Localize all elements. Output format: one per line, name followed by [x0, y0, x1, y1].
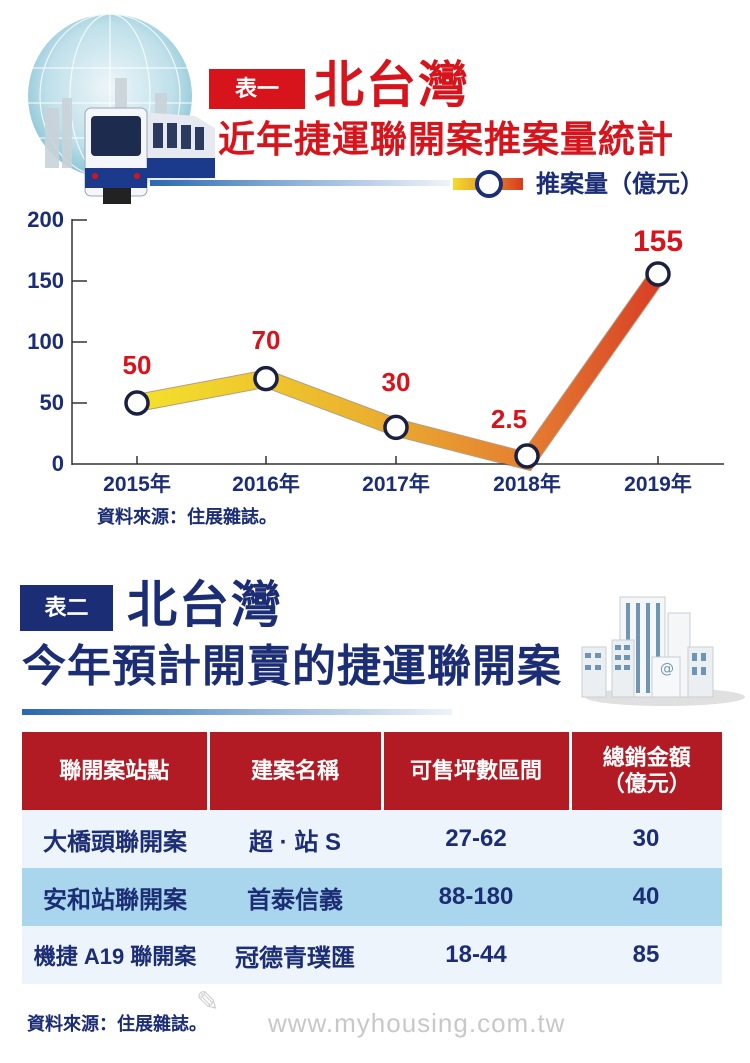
title-underline [150, 180, 450, 186]
plot-area [71, 219, 724, 472]
data-point-marker [253, 365, 279, 392]
data-point-marker [383, 414, 409, 441]
cell-amount: 30 [570, 810, 722, 868]
table2-title: 今年預計開賣的捷運聯開案 [22, 642, 562, 691]
cell-area: 27-62 [382, 810, 570, 868]
cell-amount: 40 [570, 868, 722, 926]
chart1-title: 近年捷運聯開案推案量統計 [218, 119, 674, 160]
y-tick-label: 200 [27, 207, 64, 232]
watermark-logo-icon: ✎ [196, 985, 220, 1018]
table-header-row: 聯開案站點 建案名稱 可售坪數區間 總銷金額 （億元） [22, 732, 722, 810]
table2-title-region: 北台灣 [127, 577, 283, 633]
metro-train-illustration [28, 13, 215, 204]
col-header-amount-line1: 總銷金額 [602, 745, 691, 770]
cell-area: 18-44 [382, 926, 570, 984]
svg-text:@: @ [660, 661, 674, 677]
cell-project: 超 · 站 S [208, 810, 382, 868]
cell-station: 機捷 A19 聯開案 [22, 926, 208, 984]
data-label: 50 [122, 350, 152, 380]
chart1-source-note: 資料來源：住展雜誌。 [97, 507, 277, 527]
data-label: 70 [251, 325, 281, 355]
x-tick-label: 2018年 [493, 473, 561, 496]
title-underline [22, 709, 452, 715]
projects-table: 聯開案站點 建案名稱 可售坪數區間 總銷金額 （億元） 大橋頭聯開案 超 · 站… [22, 732, 722, 984]
buildings-illustration: @ [581, 596, 745, 706]
cell-station: 大橋頭聯開案 [22, 810, 208, 868]
y-tick-label: 100 [27, 329, 64, 354]
data-point-marker [514, 443, 540, 469]
cell-project: 首泰信義 [208, 868, 382, 926]
col-header-amount: 總銷金額 （億元） [568, 732, 722, 810]
data-label: 2.5 [490, 404, 528, 434]
watermark-url: www.myhousing.com.tw [268, 1008, 566, 1038]
data-label: 155 [632, 225, 684, 258]
col-header-amount-line2: （億元） [602, 771, 691, 796]
chart1-badge: 表一 [209, 69, 305, 109]
table2-source-note: 資料來源：住展雜誌。 [27, 1014, 207, 1034]
building-icon: @ [581, 596, 714, 698]
y-tick-label: 50 [39, 390, 64, 415]
cell-amount: 85 [570, 926, 722, 984]
y-tick-label: 150 [27, 268, 64, 293]
col-header-area: 可售坪數區間 [380, 732, 570, 810]
chart1-title-region: 北台灣 [314, 57, 470, 113]
table-row: 安和站聯開案 首泰信義 88-180 40 [22, 868, 722, 926]
cell-station: 安和站聯開案 [22, 868, 208, 926]
legend-marker-icon [475, 170, 503, 198]
train-icon [84, 107, 215, 204]
table-row: 大橋頭聯開案 超 · 站 S 27-62 30 [22, 810, 722, 868]
x-tick-label: 2015年 [103, 473, 171, 496]
cell-area: 88-180 [382, 868, 570, 926]
col-header-station: 聯開案站點 [22, 732, 208, 810]
col-header-project: 建案名稱 [206, 732, 382, 810]
legend-label: 推案量（億元） [536, 171, 704, 198]
data-label: 30 [381, 367, 411, 397]
data-point-marker [124, 390, 150, 416]
x-tick-label: 2016年 [232, 473, 300, 496]
table2-badge: 表二 [20, 585, 113, 631]
data-point-marker [645, 261, 671, 287]
y-tick-label: 0 [51, 451, 64, 476]
x-tick-label: 2017年 [362, 473, 430, 496]
table-row: 機捷 A19 聯開案 冠德青璞匯 18-44 85 [22, 926, 722, 984]
cell-project: 冠德青璞匯 [208, 926, 382, 984]
x-tick-label: 2019年 [624, 473, 692, 496]
